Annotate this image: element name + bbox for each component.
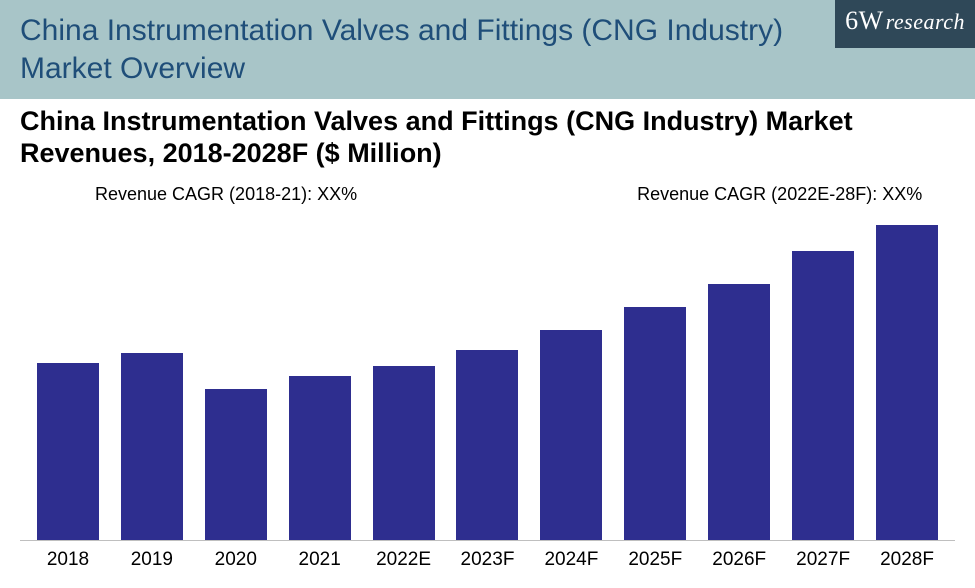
bar-slot [110, 213, 194, 540]
bar [708, 284, 770, 540]
chart-x-axis: 20182019202020212022E2023F2024F2025F2026… [20, 541, 955, 571]
x-axis-label: 2027F [781, 549, 865, 571]
brand-logo: 6W research [835, 0, 975, 48]
bar-slot [278, 213, 362, 540]
bar [373, 366, 435, 540]
bar-slot [529, 213, 613, 540]
x-axis-label: 2018 [26, 549, 110, 571]
page-title: China Instrumentation Valves and Fitting… [20, 12, 840, 87]
chart-plot [20, 213, 955, 541]
bar-slot [697, 213, 781, 540]
header-band: China Instrumentation Valves and Fitting… [0, 0, 975, 99]
chart-title: China Instrumentation Valves and Fitting… [0, 99, 975, 174]
bar-slot [26, 213, 110, 540]
x-axis-label: 2022E [362, 549, 446, 571]
bar [540, 330, 602, 540]
x-axis-label: 2028F [865, 549, 949, 571]
x-axis-label: 2019 [110, 549, 194, 571]
x-axis-label: 2025F [613, 549, 697, 571]
logo-6w-text: 6W [845, 6, 884, 36]
x-axis-label: 2021 [278, 549, 362, 571]
bar [37, 363, 99, 540]
cagr-right-label: Revenue CAGR (2022E-28F): XX% [637, 184, 922, 205]
x-axis-label: 2024F [529, 549, 613, 571]
bar-slot [446, 213, 530, 540]
x-axis-label: 2026F [697, 549, 781, 571]
x-axis-label: 2023F [446, 549, 530, 571]
x-axis-label: 2020 [194, 549, 278, 571]
bar [205, 389, 267, 540]
bar [876, 225, 938, 540]
bar-slot [781, 213, 865, 540]
bar-slot [865, 213, 949, 540]
bar-slot [194, 213, 278, 540]
logo-research-text: research [886, 9, 965, 35]
cagr-left-label: Revenue CAGR (2018-21): XX% [95, 184, 357, 205]
bar-slot [362, 213, 446, 540]
bar-chart: 20182019202020212022E2023F2024F2025F2026… [20, 213, 955, 571]
bar [289, 376, 351, 540]
bar [792, 251, 854, 540]
bar [456, 350, 518, 540]
cagr-annotations: Revenue CAGR (2018-21): XX% Revenue CAGR… [0, 174, 975, 205]
bar [624, 307, 686, 540]
bar-slot [613, 213, 697, 540]
bar [121, 353, 183, 540]
